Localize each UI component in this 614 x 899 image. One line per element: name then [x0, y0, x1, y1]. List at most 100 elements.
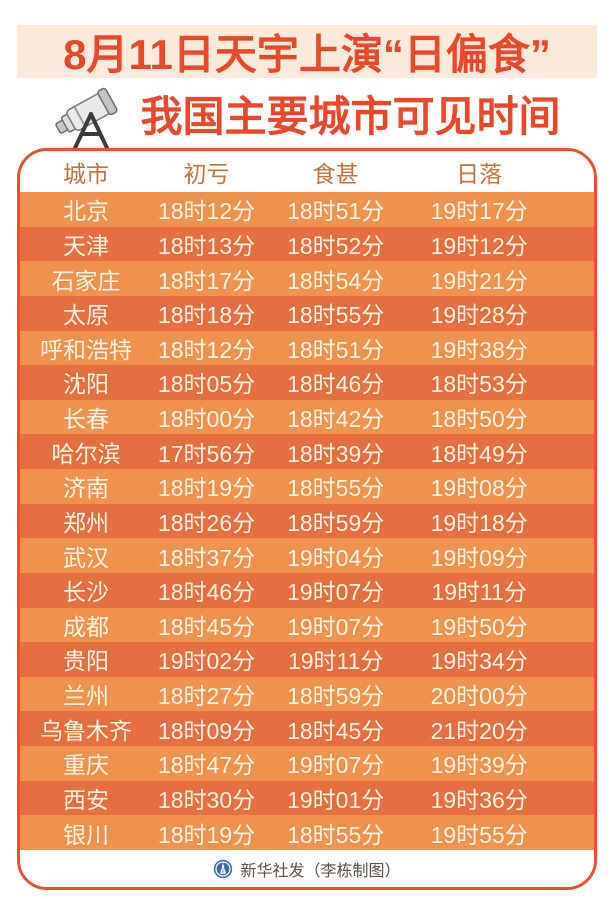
city-cell: 北京	[63, 198, 109, 225]
sunset-cell: 19时09分	[430, 544, 528, 571]
sunset-cell: 19时55分	[430, 821, 528, 848]
maximum-cell: 18时54分	[287, 267, 385, 294]
table-body: 北京 18时12分 18时51分 19时17分 天津 18时13分 18时52分…	[20, 192, 594, 850]
title-band: 8月11日天宇上演“日偏食”	[17, 25, 597, 78]
maximum-cell: 19时07分	[287, 613, 385, 640]
maximum-cell: 18时59分	[287, 509, 385, 536]
city-cell: 济南	[63, 475, 109, 502]
city-cell: 天津	[63, 232, 109, 259]
xinhua-logo-icon	[214, 859, 233, 878]
maximum-cell: 18时46分	[287, 371, 385, 398]
sunset-cell: 19时08分	[430, 475, 528, 502]
table-row: 太原 18时18分 18时55分 19时28分	[20, 295, 594, 331]
first-contact-cell: 17时56分	[157, 440, 256, 467]
first-contact-cell: 18时27分	[157, 683, 256, 710]
table-row: 贵阳 19时02分 19时11分 19时34分	[20, 642, 594, 677]
table-row: 银川 18时19分 18时55分 19时55分	[20, 815, 594, 850]
table-header-row: 城市 初亏 食甚 日落	[20, 151, 594, 192]
telescope-icon	[55, 87, 118, 150]
maximum-cell: 18时55分	[287, 302, 385, 329]
first-contact-cell: 18时09分	[157, 717, 256, 744]
maximum-cell: 18时55分	[287, 475, 385, 502]
table-row: 哈尔滨 17时56分 18时39分 18时49分	[20, 434, 594, 469]
eclipse-times-table: 城市 初亏 食甚 日落 北京 18时12分 18时51分 19时17分 天津 1…	[17, 148, 597, 890]
first-contact-cell: 18时12分	[157, 198, 256, 225]
sunset-cell: 19时36分	[430, 786, 528, 813]
city-cell: 长春	[63, 406, 109, 433]
city-cell: 贵阳	[63, 648, 109, 675]
sunset-cell: 18时49分	[430, 440, 528, 467]
city-cell: 重庆	[63, 752, 109, 779]
table-row: 长春 18时00分 18时42分 18时50分	[20, 399, 594, 435]
table-row: 重庆 18时47分 19时07分 19时39分	[20, 746, 594, 781]
first-contact-cell: 18时46分	[157, 579, 256, 606]
sunset-cell: 19时11分	[431, 579, 527, 606]
table-row: 郑州 18时26分 18时59分 19时18分	[20, 503, 594, 539]
col-header-sunset: 日落	[456, 160, 503, 187]
table-row: 乌鲁木齐 18时09分 18时45分 21时20分	[20, 711, 594, 746]
first-contact-cell: 18时13分	[157, 232, 256, 259]
maximum-cell: 18时39分	[287, 440, 385, 467]
sunset-cell: 19时21分	[430, 267, 528, 294]
sunset-cell: 19时17分	[430, 198, 528, 225]
first-contact-cell: 19时02分	[157, 648, 256, 675]
sunset-cell: 18时50分	[430, 406, 528, 433]
maximum-cell: 18时45分	[287, 717, 385, 744]
first-contact-cell: 18时30分	[157, 786, 256, 813]
maximum-cell: 19时11分	[287, 648, 384, 675]
city-cell: 石家庄	[51, 267, 121, 294]
table-row: 北京 18时12分 18时51分 19时17分	[20, 192, 594, 227]
table-row: 天津 18时13分 18时52分 19时12分	[20, 226, 594, 262]
col-header-city: 城市	[63, 160, 109, 187]
credit-text: 新华社发（李栋制图）	[240, 862, 401, 880]
maximum-cell: 18时42分	[287, 406, 385, 433]
sunset-cell: 19时39分	[430, 752, 528, 779]
maximum-cell: 19时04分	[287, 544, 385, 571]
credit-row: 新华社发（李栋制图）	[20, 850, 594, 887]
maximum-cell: 19时01分	[287, 786, 385, 813]
first-contact-cell: 18时17分	[157, 267, 256, 294]
city-cell: 太原	[63, 302, 109, 329]
first-contact-cell: 18时12分	[157, 336, 256, 363]
city-cell: 哈尔滨	[51, 440, 121, 467]
sunset-cell: 18时53分	[430, 371, 528, 398]
sunset-cell: 19时50分	[430, 613, 528, 640]
city-cell: 西安	[63, 786, 109, 813]
sunset-cell: 19时18分	[430, 509, 528, 536]
first-contact-cell: 18时18分	[157, 302, 256, 329]
city-cell: 乌鲁木齐	[40, 717, 132, 744]
maximum-cell: 18时51分	[287, 336, 385, 363]
first-contact-cell: 18时19分	[157, 821, 256, 848]
city-cell: 成都	[63, 613, 109, 640]
page-title: 8月11日天宇上演“日偏食”	[63, 31, 551, 78]
sunset-cell: 19时38分	[430, 336, 528, 363]
sunset-cell: 19时34分	[430, 648, 528, 675]
sunset-cell: 21时20分	[430, 717, 528, 744]
maximum-cell: 18时59分	[287, 683, 385, 710]
city-cell: 沈阳	[63, 371, 109, 398]
table-row: 石家庄 18时17分 18时54分 19时21分	[20, 261, 594, 296]
table-row: 成都 18时45分 19时07分 19时50分	[20, 607, 594, 643]
table-row: 长沙 18时46分 19时07分 19时11分	[20, 572, 594, 608]
sunset-cell: 20时00分	[430, 683, 528, 710]
first-contact-cell: 18时26分	[157, 509, 256, 536]
city-cell: 郑州	[63, 509, 109, 536]
table-row: 西安 18时30分 19时01分 19时36分	[20, 780, 594, 816]
table-row: 呼和浩特 18时12分 18时51分 19时38分	[20, 330, 594, 366]
col-header-first: 初亏	[183, 160, 230, 187]
maximum-cell: 18时52分	[287, 232, 385, 259]
city-cell: 银川	[63, 821, 109, 848]
page-subtitle: 我国主要城市可见时间	[140, 92, 561, 140]
city-cell: 长沙	[63, 579, 109, 606]
maximum-cell: 18时51分	[287, 198, 385, 225]
subtitle-row: 我国主要城市可见时间	[17, 78, 597, 150]
city-cell: 武汉	[63, 544, 109, 571]
col-header-maximum: 食甚	[312, 160, 359, 187]
table-row: 武汉 18时37分 19时04分 19时09分	[20, 538, 594, 573]
table-row: 济南 18时19分 18时55分 19时08分	[20, 469, 594, 504]
maximum-cell: 19时07分	[287, 579, 385, 606]
first-contact-cell: 18时47分	[157, 752, 256, 779]
first-contact-cell: 18时45分	[157, 613, 256, 640]
first-contact-cell: 18时37分	[157, 544, 256, 571]
